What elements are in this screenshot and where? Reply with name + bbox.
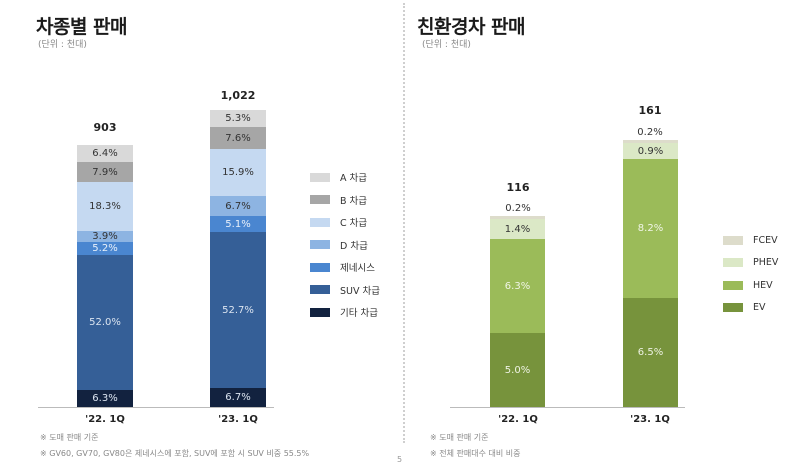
segment-phev: 0.9% — [623, 143, 678, 159]
segment-fcev — [490, 216, 545, 219]
legend: FCEV PHEV HEV EV — [723, 229, 778, 319]
x-axis-label: '23. 1Q — [218, 414, 258, 425]
legend-item: EV — [723, 297, 778, 320]
legend-swatch — [310, 172, 330, 182]
segment-c: 18.3% — [77, 182, 133, 231]
page-number: 5 — [397, 455, 403, 464]
legend-item: B 차급 — [310, 189, 380, 212]
x-axis-line — [38, 407, 274, 408]
legend-item: 기타 차급 — [310, 301, 380, 324]
panel-divider — [403, 3, 405, 443]
segment-ev: 6.5% — [623, 298, 678, 407]
segment-d: 6.7% — [210, 196, 266, 216]
segment-suv: 52.7% — [210, 232, 266, 388]
legend-swatch — [310, 285, 330, 295]
legend-item: C 차급 — [310, 211, 380, 234]
legend-swatch — [723, 303, 743, 313]
segment-b: 7.6% — [210, 127, 266, 149]
legend-item: A 차급 — [310, 166, 380, 189]
segment-fcev — [623, 140, 678, 143]
legend-item: FCEV — [723, 229, 778, 252]
legend-swatch — [723, 235, 743, 245]
footnote: ※ GV60, GV70, GV80은 제네시스에 포함, SUV에 포함 시 … — [40, 449, 310, 458]
bar-total: 903 — [93, 121, 117, 134]
segment-ev: 5.0% — [490, 333, 545, 407]
legend-item: 제네시스 — [310, 256, 380, 279]
legend-swatch — [310, 195, 330, 205]
unit-label: (단위 : 천대) — [422, 40, 471, 50]
legend-swatch — [310, 217, 330, 227]
legend-swatch — [723, 258, 743, 268]
chart-title: 친환경차 판매 — [417, 16, 526, 38]
segment-fcev-label: 0.2% — [505, 203, 531, 214]
chart-title: 차종별 판매 — [36, 16, 128, 38]
segment-phev: 1.4% — [490, 219, 545, 239]
legend-swatch — [310, 262, 330, 272]
legend-swatch — [723, 280, 743, 290]
eco-vehicle-sales-panel: 친환경차 판매 (단위 : 천대) 116 0.2% 1.4% 6.3% 5.0… — [400, 0, 800, 463]
segment-genesis: 5.1% — [210, 216, 266, 232]
footnote: ※ 전체 판매대수 대비 비중 — [430, 449, 521, 458]
segment-d: 3.9% — [77, 231, 133, 242]
footnote: ※ 도매 판매 기준 — [40, 433, 99, 442]
footnote: ※ 도매 판매 기준 — [430, 433, 489, 442]
segment-fcev-label: 0.2% — [637, 127, 663, 138]
stacked-bar: 0.9% 8.2% 6.5% — [623, 140, 678, 407]
legend-item: SUV 차급 — [310, 279, 380, 302]
segment-c: 15.9% — [210, 149, 266, 196]
segment-a: 6.4% — [77, 145, 133, 162]
segment-b: 7.9% — [77, 162, 133, 182]
stacked-bar: 5.3% 7.6% 15.9% 6.7% 5.1% 52.7% 6.7% — [210, 110, 266, 407]
legend-item: D 차급 — [310, 234, 380, 257]
x-axis-line — [450, 407, 685, 408]
stacked-bar: 1.4% 6.3% 5.0% — [490, 216, 545, 407]
segment-suv: 52.0% — [77, 255, 133, 390]
legend-swatch — [310, 240, 330, 250]
stacked-bar: 6.4% 7.9% 18.3% 3.9% 5.2% 52.0% 6.3% — [77, 145, 133, 407]
bar-total: 116 — [506, 181, 530, 194]
bar-total: 1,022 — [220, 89, 256, 102]
unit-label: (단위 : 천대) — [38, 40, 87, 50]
x-axis-label: '22. 1Q — [85, 414, 125, 425]
vehicle-segment-sales-panel: 차종별 판매 (단위 : 천대) 903 6.4% 7.9% 18.3% 3.9… — [0, 0, 400, 463]
legend-item: HEV — [723, 274, 778, 297]
legend-item: PHEV — [723, 252, 778, 275]
bar-total: 161 — [638, 104, 662, 117]
segment-other: 6.7% — [210, 388, 266, 407]
segment-hev: 6.3% — [490, 239, 545, 333]
segment-a: 5.3% — [210, 110, 266, 127]
x-axis-label: '22. 1Q — [498, 414, 538, 425]
x-axis-label: '23. 1Q — [630, 414, 670, 425]
segment-other: 6.3% — [77, 390, 133, 407]
segment-genesis: 5.2% — [77, 242, 133, 255]
legend-swatch — [310, 307, 330, 317]
legend: A 차급 B 차급 C 차급 D 차급 제네시스 SUV 차급 기타 차급 — [310, 166, 380, 324]
segment-hev: 8.2% — [623, 159, 678, 298]
